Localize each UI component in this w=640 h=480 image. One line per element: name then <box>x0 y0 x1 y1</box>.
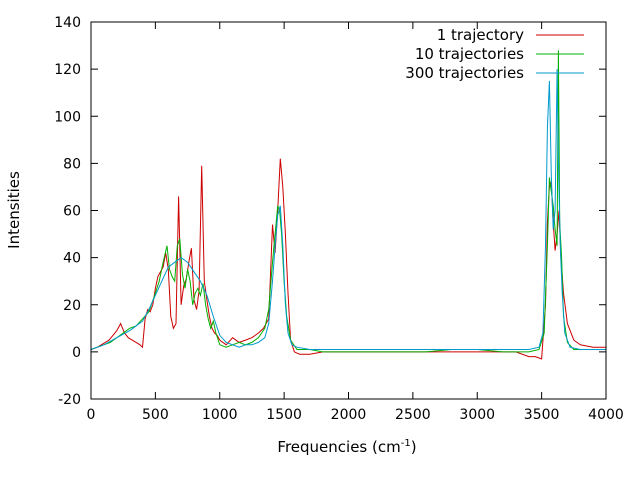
x-axis-label-end: ) <box>411 438 417 456</box>
x-tick-label: 2000 <box>331 407 367 423</box>
y-tick-label: -20 <box>58 392 81 408</box>
axis-ticks: 0 500 1000 1500 2000 2500 3000 3500 4000 -20 0 20 40… <box>54 15 624 423</box>
x-tick-label: 2500 <box>395 407 431 423</box>
plot-frame <box>90 21 607 400</box>
y-tick-label: 0 <box>72 345 81 361</box>
x-axis-label-superscript: -1 <box>401 438 411 449</box>
y-tick-label: 20 <box>63 298 81 314</box>
y-tick-label: 100 <box>54 109 81 125</box>
x-axis-label-main: Frequencies (cm <box>277 438 400 456</box>
y-tick-label: 120 <box>54 62 81 78</box>
series-lines <box>90 50 606 360</box>
y-axis-label: Intensities <box>5 171 23 249</box>
x-tick-label: 3500 <box>524 407 560 423</box>
x-tick-label: 4000 <box>588 407 624 423</box>
x-tick-label: 1500 <box>266 407 302 423</box>
legend-label-3: 300 trajectories <box>405 64 524 82</box>
y-tick-label: 80 <box>63 156 81 172</box>
x-tick-label: 1000 <box>202 407 238 423</box>
x-tick-label: 500 <box>142 407 169 423</box>
series-line-2 <box>90 50 606 353</box>
x-tick-label: 3000 <box>459 407 495 423</box>
series-line-1 <box>90 158 606 360</box>
y-tick-label: 40 <box>63 251 81 267</box>
legend-label-1: 1 trajectory <box>437 26 524 44</box>
series-line-3 <box>90 69 606 350</box>
y-tick-label: 60 <box>63 204 81 220</box>
x-axis-label: Frequencies (cm-1) <box>277 438 416 456</box>
x-tick-label: 0 <box>87 407 96 423</box>
legend-label-2: 10 trajectories <box>415 45 524 63</box>
y-tick-label: 140 <box>54 15 81 31</box>
